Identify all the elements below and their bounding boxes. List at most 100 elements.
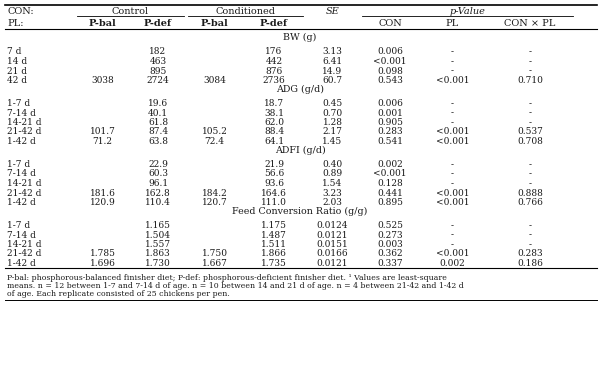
Text: 2.17: 2.17 bbox=[323, 128, 343, 137]
Text: 0.003: 0.003 bbox=[377, 240, 403, 249]
Text: 0.89: 0.89 bbox=[322, 170, 343, 179]
Text: 0.895: 0.895 bbox=[377, 198, 403, 207]
Text: 3.23: 3.23 bbox=[323, 189, 343, 198]
Text: -: - bbox=[451, 240, 454, 249]
Text: 21.9: 21.9 bbox=[264, 160, 284, 169]
Text: -: - bbox=[451, 109, 454, 118]
Text: 0.45: 0.45 bbox=[322, 99, 343, 108]
Text: of age. Each replicate consisted of 25 chickens per pen.: of age. Each replicate consisted of 25 c… bbox=[7, 289, 230, 298]
Text: -: - bbox=[529, 48, 532, 57]
Text: PL: PL bbox=[446, 19, 459, 28]
Text: P-bal: P-bal bbox=[200, 19, 229, 28]
Text: 63.8: 63.8 bbox=[148, 137, 168, 146]
Text: 14-21 d: 14-21 d bbox=[7, 240, 41, 249]
Text: -: - bbox=[529, 118, 532, 127]
Text: 19.6: 19.6 bbox=[148, 99, 168, 108]
Text: 60.3: 60.3 bbox=[148, 170, 168, 179]
Text: 87.4: 87.4 bbox=[148, 128, 168, 137]
Text: 1.511: 1.511 bbox=[261, 240, 287, 249]
Text: 14-21 d: 14-21 d bbox=[7, 118, 41, 127]
Text: 1-42 d: 1-42 d bbox=[7, 137, 36, 146]
Text: 7 d: 7 d bbox=[7, 48, 22, 57]
Text: <0.001: <0.001 bbox=[436, 189, 469, 198]
Text: -: - bbox=[529, 57, 532, 66]
Text: ADFI (g/d): ADFI (g/d) bbox=[275, 146, 325, 155]
Text: <0.001: <0.001 bbox=[436, 137, 469, 146]
Text: 96.1: 96.1 bbox=[148, 179, 168, 188]
Text: 0.710: 0.710 bbox=[517, 76, 543, 85]
Text: CON × PL: CON × PL bbox=[505, 19, 556, 28]
Text: 0.905: 0.905 bbox=[377, 118, 403, 127]
Text: 1.487: 1.487 bbox=[261, 231, 287, 240]
Text: <0.001: <0.001 bbox=[436, 76, 469, 85]
Text: 0.40: 0.40 bbox=[322, 160, 343, 169]
Text: 38.1: 38.1 bbox=[264, 109, 284, 118]
Text: 72.4: 72.4 bbox=[205, 137, 224, 146]
Text: -: - bbox=[451, 170, 454, 179]
Text: 1.730: 1.730 bbox=[145, 259, 171, 268]
Text: 184.2: 184.2 bbox=[202, 189, 227, 198]
Text: -: - bbox=[529, 160, 532, 169]
Text: 0.002: 0.002 bbox=[377, 160, 403, 169]
Text: -: - bbox=[529, 179, 532, 188]
Text: 442: 442 bbox=[265, 57, 283, 66]
Text: 1.28: 1.28 bbox=[323, 118, 343, 127]
Text: 2736: 2736 bbox=[263, 76, 286, 85]
Text: -: - bbox=[451, 67, 454, 76]
Text: 120.9: 120.9 bbox=[89, 198, 115, 207]
Text: 1-42 d: 1-42 d bbox=[7, 259, 36, 268]
Text: 105.2: 105.2 bbox=[202, 128, 227, 137]
Text: -: - bbox=[451, 57, 454, 66]
Text: 110.4: 110.4 bbox=[145, 198, 171, 207]
Text: <0.001: <0.001 bbox=[436, 250, 469, 259]
Text: 1.557: 1.557 bbox=[145, 240, 171, 249]
Text: 1.165: 1.165 bbox=[145, 221, 171, 230]
Text: 2.03: 2.03 bbox=[323, 198, 343, 207]
Text: 56.6: 56.6 bbox=[264, 170, 284, 179]
Text: 60.7: 60.7 bbox=[322, 76, 343, 85]
Text: 21 d: 21 d bbox=[7, 67, 27, 76]
Text: 3038: 3038 bbox=[91, 76, 114, 85]
Text: 1.866: 1.866 bbox=[261, 250, 287, 259]
Text: 0.0124: 0.0124 bbox=[317, 221, 348, 230]
Text: 164.6: 164.6 bbox=[261, 189, 287, 198]
Text: Feed Conversion Ratio (g/g): Feed Conversion Ratio (g/g) bbox=[232, 207, 368, 216]
Text: P-bal: P-bal bbox=[89, 19, 116, 28]
Text: 2724: 2724 bbox=[146, 76, 169, 85]
Text: CON:: CON: bbox=[7, 7, 34, 16]
Text: P-def: P-def bbox=[260, 19, 288, 28]
Text: 895: 895 bbox=[149, 67, 167, 76]
Text: 1.175: 1.175 bbox=[261, 221, 287, 230]
Text: 88.4: 88.4 bbox=[264, 128, 284, 137]
Text: 0.888: 0.888 bbox=[517, 189, 543, 198]
Text: 0.537: 0.537 bbox=[517, 128, 543, 137]
Text: -: - bbox=[451, 231, 454, 240]
Text: 0.006: 0.006 bbox=[377, 99, 403, 108]
Text: 18.7: 18.7 bbox=[264, 99, 284, 108]
Text: 0.128: 0.128 bbox=[377, 179, 403, 188]
Text: 0.0166: 0.0166 bbox=[317, 250, 349, 259]
Text: 71.2: 71.2 bbox=[92, 137, 113, 146]
Text: CON: CON bbox=[378, 19, 402, 28]
Text: 0.441: 0.441 bbox=[377, 189, 403, 198]
Text: 0.525: 0.525 bbox=[377, 221, 403, 230]
Text: 0.362: 0.362 bbox=[377, 250, 403, 259]
Text: -: - bbox=[529, 99, 532, 108]
Text: 3.13: 3.13 bbox=[323, 48, 343, 57]
Text: 1.696: 1.696 bbox=[89, 259, 115, 268]
Text: 7-14 d: 7-14 d bbox=[7, 170, 36, 179]
Text: -: - bbox=[451, 179, 454, 188]
Text: 1.863: 1.863 bbox=[145, 250, 171, 259]
Text: 42 d: 42 d bbox=[7, 76, 27, 85]
Text: 0.541: 0.541 bbox=[377, 137, 403, 146]
Text: 14-21 d: 14-21 d bbox=[7, 179, 41, 188]
Text: -: - bbox=[529, 240, 532, 249]
Text: 0.337: 0.337 bbox=[377, 259, 403, 268]
Text: 1-7 d: 1-7 d bbox=[7, 160, 30, 169]
Text: 1.750: 1.750 bbox=[202, 250, 227, 259]
Text: -: - bbox=[451, 160, 454, 169]
Text: 1-42 d: 1-42 d bbox=[7, 198, 36, 207]
Text: PL:: PL: bbox=[7, 19, 23, 28]
Text: 64.1: 64.1 bbox=[264, 137, 284, 146]
Text: <0.001: <0.001 bbox=[373, 57, 407, 66]
